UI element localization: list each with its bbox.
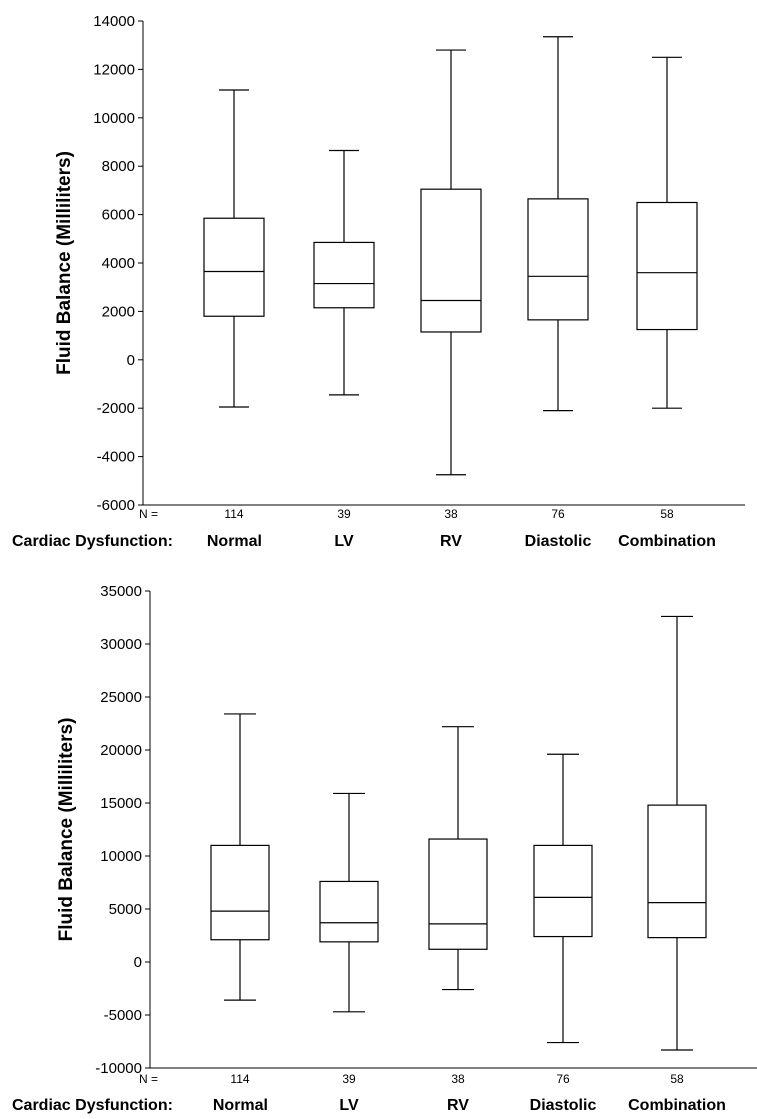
- category-label: Diastolic: [530, 1097, 597, 1114]
- y-tick-label: 30000: [100, 636, 142, 653]
- n-value: 58: [660, 507, 674, 521]
- iqr-box: [203, 217, 265, 317]
- x-axis-prefix: Cardiac Dysfunction:: [12, 1097, 173, 1114]
- box-lv: [319, 792, 379, 1013]
- n-value: 76: [551, 507, 565, 521]
- y-tick-label: 4000: [102, 255, 135, 272]
- category-label: RV: [447, 1097, 469, 1114]
- category-label: Normal: [207, 533, 262, 550]
- category-label: Combination: [628, 1097, 726, 1114]
- y-tick-label: 0: [127, 352, 135, 369]
- y-tick-label: 8000: [102, 158, 135, 175]
- box-rv: [428, 726, 488, 991]
- y-tick-label: -6000: [97, 497, 135, 514]
- box-lv: [313, 149, 375, 396]
- iqr-box: [527, 198, 589, 321]
- iqr-box: [420, 188, 482, 333]
- n-value: 39: [342, 1072, 356, 1086]
- iqr-box: [647, 804, 707, 939]
- box-rv: [420, 49, 482, 476]
- y-tick-label: -4000: [97, 449, 135, 466]
- y-tick-label: 15000: [100, 795, 142, 812]
- category-label: Combination: [618, 533, 716, 550]
- n-label: N =: [139, 507, 158, 521]
- category-label: Normal: [213, 1097, 268, 1114]
- y-tick-label: 2000: [102, 303, 135, 320]
- y-axis-title: Fluid Balance (Milliliters): [54, 151, 75, 375]
- n-value: 76: [556, 1072, 570, 1086]
- n-value: 38: [444, 507, 458, 521]
- category-label: RV: [440, 533, 462, 550]
- boxplot-chart-top: 14000 12000 10000 8000 6000 4000 2000 0 -2000 -40…: [12, 13, 745, 550]
- box-diastolic: [533, 753, 593, 1044]
- box-normal: [210, 713, 270, 1001]
- y-tick-label: 20000: [100, 742, 142, 759]
- box-combination: [647, 615, 707, 1051]
- y-tick-label: 0: [134, 954, 142, 971]
- y-axis-title: Fluid Balance (Milliliters): [56, 718, 77, 942]
- iqr-box: [210, 844, 270, 941]
- boxplot-chart-bottom: 35000 30000 25000 20000 15000 10000 5000 0 -5000…: [12, 583, 757, 1114]
- y-tick-label: -5000: [104, 1007, 142, 1024]
- y-tick-label: 5000: [109, 901, 142, 918]
- y-tick-label: 12000: [93, 61, 135, 78]
- y-tick-label: 10000: [93, 110, 135, 127]
- x-axis-prefix: Cardiac Dysfunction:: [12, 533, 173, 550]
- n-value: 114: [230, 1072, 249, 1086]
- n-value: 38: [451, 1072, 465, 1086]
- box-diastolic: [527, 36, 589, 412]
- iqr-box: [313, 241, 375, 309]
- y-tick-label: -10000: [95, 1060, 142, 1077]
- n-value: 58: [670, 1072, 684, 1086]
- y-tick-label: 25000: [100, 689, 142, 706]
- iqr-box: [533, 844, 593, 938]
- box-normal: [203, 89, 265, 408]
- y-tick-label: 35000: [100, 583, 142, 600]
- y-tick-label: 6000: [102, 207, 135, 224]
- iqr-box: [428, 838, 488, 950]
- n-value: 39: [337, 507, 351, 521]
- y-tick-label: 10000: [100, 848, 142, 865]
- y-tick-label: 14000: [93, 13, 135, 30]
- y-tick-label: -2000: [97, 400, 135, 417]
- n-label: N =: [139, 1072, 158, 1086]
- n-value: 114: [224, 507, 243, 521]
- iqr-box: [319, 880, 379, 943]
- iqr-box: [636, 201, 698, 331]
- category-label: Diastolic: [525, 533, 592, 550]
- box-combination: [636, 56, 698, 409]
- category-label: LV: [339, 1097, 359, 1114]
- category-label: LV: [334, 533, 354, 550]
